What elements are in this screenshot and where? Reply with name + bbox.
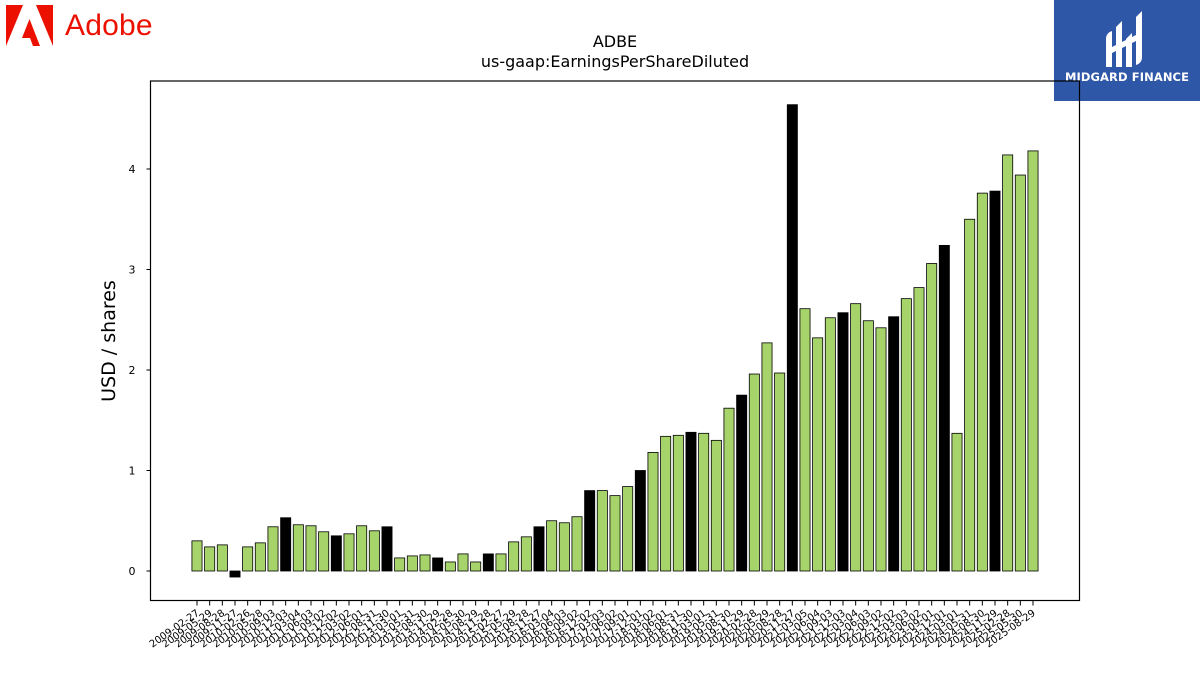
bar-2017-03-03 — [596, 490, 608, 572]
bar-2018-11-30 — [685, 431, 697, 572]
bar-2013-08-30 — [419, 554, 431, 572]
bar-2012-08-31 — [368, 530, 380, 572]
chart-subtitle: us-gaap:EarningsPerShareDiluted — [480, 52, 750, 71]
adobe-logo: Adobe — [6, 5, 153, 46]
bar-2025-08-29 — [1027, 150, 1039, 572]
bar-2014-05-30 — [457, 553, 469, 572]
bar-2013-11-29 — [432, 557, 444, 572]
bar-2011-06-03 — [305, 525, 317, 572]
bar-2022-06-03 — [862, 320, 874, 572]
bar-2021-03-05 — [799, 308, 811, 572]
bar-2016-03-04 — [546, 520, 558, 572]
bar-2018-06-01 — [660, 435, 672, 572]
bar-2012-06-01 — [356, 525, 368, 572]
y-tick-label: 2 — [129, 364, 136, 377]
adobe-logo-icon — [6, 5, 53, 46]
y-tick-label: 4 — [129, 163, 136, 176]
adobe-logo-text: Adobe — [65, 8, 153, 42]
bar-2023-09-01 — [926, 263, 938, 572]
bar-2019-11-29 — [736, 394, 748, 572]
bar-2019-05-31 — [710, 439, 722, 572]
bar-2010-12-03 — [280, 517, 292, 572]
bar-2010-09-03 — [267, 526, 279, 572]
bar-2018-08-31 — [672, 434, 684, 572]
bar-2009-08-28 — [216, 544, 228, 572]
y-tick-label: 3 — [129, 264, 136, 277]
bar-2024-08-30 — [976, 192, 988, 572]
bars-layer — [191, 104, 1039, 578]
bar-2014-11-28 — [482, 553, 494, 572]
bar-2022-03-04 — [850, 303, 862, 572]
bar-2021-09-03 — [824, 317, 836, 572]
bar-2024-05-31 — [964, 218, 976, 572]
bar-2014-02-28 — [444, 561, 456, 572]
bar-2010-05-28 — [254, 542, 266, 572]
bar-2018-03-02 — [647, 452, 659, 572]
bar-2022-09-02 — [875, 327, 887, 572]
bar-2020-05-29 — [761, 342, 773, 572]
bar-2011-03-04 — [292, 524, 304, 572]
bar-2016-06-03 — [558, 522, 570, 572]
bar-2009-11-27 — [229, 570, 241, 578]
y-tick-label: 0 — [129, 565, 136, 578]
bar-2010-02-26 — [242, 546, 254, 572]
bar-2015-08-28 — [520, 536, 532, 572]
midgard-finance-logo-text: MIDGARD FINANCE — [1064, 70, 1190, 84]
bar-2016-12-02 — [584, 490, 596, 572]
bar-2024-03-01 — [951, 432, 963, 572]
bar-2016-09-02 — [571, 516, 583, 572]
y-tick-label: 1 — [129, 465, 136, 478]
bar-2017-12-01 — [634, 470, 646, 572]
bar-2023-12-01 — [938, 244, 950, 572]
bar-2025-02-28 — [1002, 154, 1014, 572]
bar-2020-11-27 — [786, 104, 798, 572]
bar-2019-03-01 — [698, 432, 710, 572]
bar-2022-12-02 — [888, 316, 900, 572]
bar-2012-03-02 — [343, 533, 355, 572]
bar-2021-06-04 — [812, 337, 824, 572]
midgard-finance-emblem-icon — [1106, 11, 1142, 67]
bar-2011-09-02 — [318, 531, 330, 572]
bar-2015-05-29 — [508, 541, 520, 572]
bar-2017-06-02 — [609, 495, 621, 572]
chart-title: ADBE — [592, 32, 638, 51]
bar-2019-08-30 — [723, 407, 735, 572]
x-axis: 2009-02-272009-05-292009-08-282009-11-27… — [148, 600, 1038, 650]
bar-2023-06-02 — [913, 287, 925, 572]
y-axis: 0 1 2 3 4 — [129, 163, 151, 578]
y-axis-label: USD / shares — [98, 280, 120, 402]
bar-2015-02-27 — [495, 553, 507, 572]
bar-2011-12-02 — [330, 535, 342, 572]
bar-2012-11-30 — [381, 526, 393, 572]
bar-2009-05-29 — [204, 546, 216, 572]
bar-2024-11-29 — [989, 190, 1001, 572]
midgard-finance-logo: MIDGARD FINANCE — [1054, 0, 1200, 101]
bar-2014-08-29 — [470, 561, 482, 572]
bar-2013-05-31 — [406, 555, 418, 572]
bar-2017-09-01 — [622, 486, 634, 572]
bar-2015-11-27 — [533, 526, 545, 572]
bar-2020-08-28 — [774, 372, 786, 572]
bar-2013-03-01 — [394, 557, 406, 572]
bar-2025-05-30 — [1014, 174, 1026, 572]
bar-2009-02-27 — [191, 540, 203, 572]
bar-2023-03-03 — [900, 298, 912, 572]
bar-2020-02-28 — [748, 373, 760, 572]
bar-2021-12-03 — [837, 312, 849, 572]
